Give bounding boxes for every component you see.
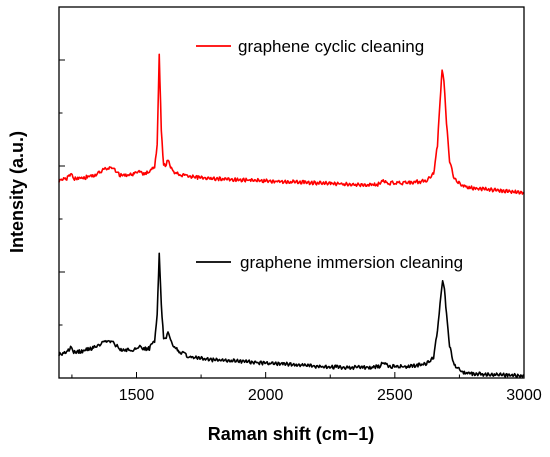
legend-immersion: graphene immersion cleaning [196,253,463,272]
plot-series-group [58,53,525,379]
x-axis-title: Raman shift (cm−1) [208,424,375,444]
x-tick-label: 2000 [248,387,284,404]
axis-ticks-group: 1500 2000 2500 3000 [59,59,542,404]
legend-label-immersion: graphene immersion cleaning [240,253,463,272]
x-tick-label: 3000 [506,387,542,404]
y-axis-title: Intensity (a.u.) [7,131,27,253]
series-line-cyclic [58,53,525,195]
x-tick-label: 1500 [119,387,155,404]
plot-frame [58,6,525,379]
x-tick-label: 2500 [377,387,413,404]
series-line-immersion [58,252,525,379]
legend-label-cyclic: graphene cyclic cleaning [238,37,424,56]
legend-cyclic: graphene cyclic cleaning [196,37,424,56]
